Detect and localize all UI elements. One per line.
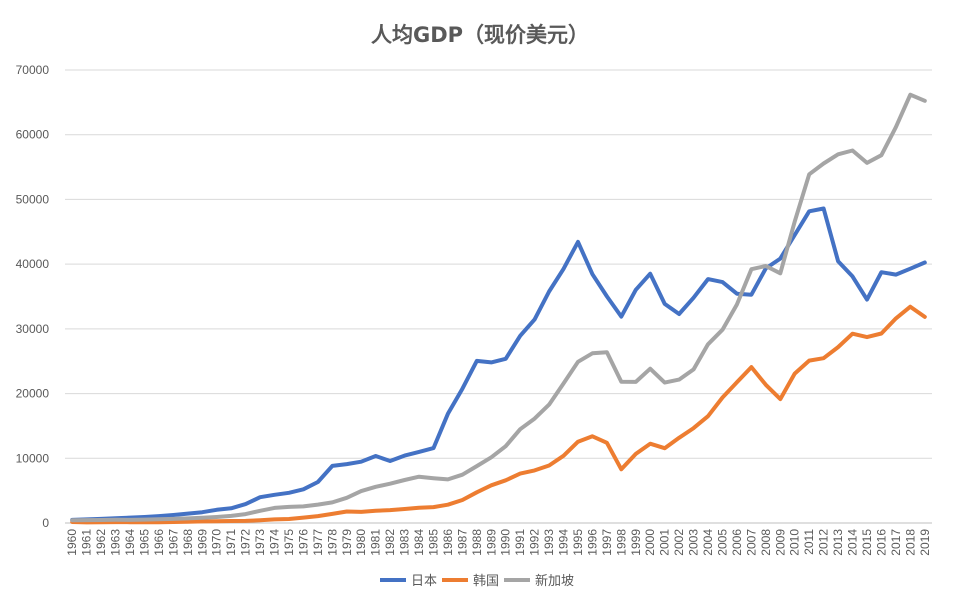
x-tick-label: 1974 [268, 529, 282, 556]
x-tick-label: 2001 [658, 529, 672, 556]
legend-label: 韩国 [473, 574, 499, 589]
x-tick-label: 1985 [426, 529, 440, 556]
legend: 日本 韩国 新加坡 [380, 573, 574, 589]
x-tick-label: 1969 [195, 529, 209, 556]
x-tick-label: 1971 [224, 529, 238, 556]
x-tick-label: 1986 [441, 529, 455, 556]
y-tick-label: 40000 [16, 257, 50, 271]
x-tick-label: 1960 [65, 529, 79, 556]
x-tick-label: 1981 [369, 529, 383, 556]
x-tick-label: 2017 [889, 529, 903, 556]
x-tick-label: 1972 [239, 529, 253, 556]
y-tick-label: 50000 [16, 192, 50, 206]
x-tick-label: 1967 [166, 529, 180, 556]
x-tick-label: 2005 [715, 529, 729, 556]
x-tick-label: 1988 [470, 529, 484, 556]
x-tick-label: 1977 [311, 529, 325, 556]
x-tick-label: 1965 [137, 529, 151, 556]
x-tick-label: 1976 [296, 529, 310, 556]
series-line-0 [70, 206, 927, 522]
x-tick-label: 1973 [253, 529, 267, 556]
x-tick-label: 1966 [152, 529, 166, 556]
x-tick-label: 1994 [557, 529, 571, 556]
x-tick-label: 2013 [831, 529, 845, 556]
x-tick-label: 2011 [802, 529, 816, 555]
y-tick-label: 0 [42, 516, 49, 530]
x-tick-label: 1996 [585, 529, 599, 556]
x-tick-label: 1970 [210, 529, 224, 556]
x-tick-label: 2018 [903, 529, 917, 556]
y-tick-label: 60000 [16, 128, 50, 142]
series-lines [70, 92, 927, 525]
x-tick-label: 1997 [600, 529, 614, 556]
x-tick-label: 2000 [643, 529, 657, 556]
x-axis-ticks: 1960 1961 1962 1963 1964 1965 1966 1967 1968 1969… [65, 529, 932, 556]
x-tick-label: 2002 [672, 529, 686, 556]
legend-label: 日本 [411, 574, 437, 589]
x-tick-label: 1984 [412, 529, 426, 556]
legend-label: 新加坡 [535, 573, 574, 589]
x-tick-label: 1993 [542, 529, 556, 556]
x-tick-label: 2007 [744, 529, 758, 556]
chart-title: 人均GDP（现价美元） [371, 23, 589, 47]
y-tick-label: 10000 [16, 451, 50, 465]
x-tick-label: 1979 [340, 529, 354, 556]
x-tick-label: 1995 [571, 529, 585, 556]
x-tick-label: 1998 [614, 529, 628, 556]
x-tick-label: 1992 [528, 529, 542, 556]
x-tick-label: 2015 [860, 529, 874, 556]
x-tick-label: 2008 [759, 529, 773, 556]
y-axis-ticks: 0 10000 20000 30000 40000 50000 60000 70000 [16, 63, 50, 530]
x-tick-label: 2010 [788, 529, 802, 556]
x-tick-label: 1983 [398, 529, 412, 556]
x-tick-label: 1987 [455, 529, 469, 556]
x-tick-label: 1961 [80, 529, 94, 556]
series-line-1 [70, 304, 927, 525]
series-line-2 [70, 92, 927, 523]
x-tick-label: 1962 [94, 529, 108, 556]
x-tick-label: 2019 [918, 529, 932, 556]
x-tick-label: 1991 [513, 529, 527, 556]
x-tick-label: 1982 [383, 529, 397, 556]
x-tick-label: 1989 [484, 529, 498, 556]
x-tick-label: 2004 [701, 529, 715, 556]
y-tick-label: 30000 [16, 322, 50, 336]
x-tick-label: 2009 [773, 529, 787, 556]
x-tick-label: 1963 [109, 529, 123, 556]
x-tick-label: 1978 [325, 529, 339, 556]
x-tick-label: 2006 [730, 529, 744, 556]
x-tick-label: 2012 [817, 529, 831, 556]
x-tick-label: 1968 [181, 529, 195, 556]
x-tick-label: 1964 [123, 529, 137, 556]
x-tick-label: 2014 [846, 529, 860, 556]
y-tick-label: 20000 [16, 387, 50, 401]
x-tick-label: 1975 [282, 529, 296, 556]
x-tick-label: 2003 [687, 529, 701, 556]
gridlines [65, 69, 932, 524]
x-tick-label: 1980 [354, 529, 368, 556]
x-tick-label: 1999 [629, 529, 643, 556]
x-tick-label: 1990 [499, 529, 513, 556]
y-tick-label: 70000 [16, 63, 50, 77]
x-tick-label: 2016 [874, 529, 888, 556]
